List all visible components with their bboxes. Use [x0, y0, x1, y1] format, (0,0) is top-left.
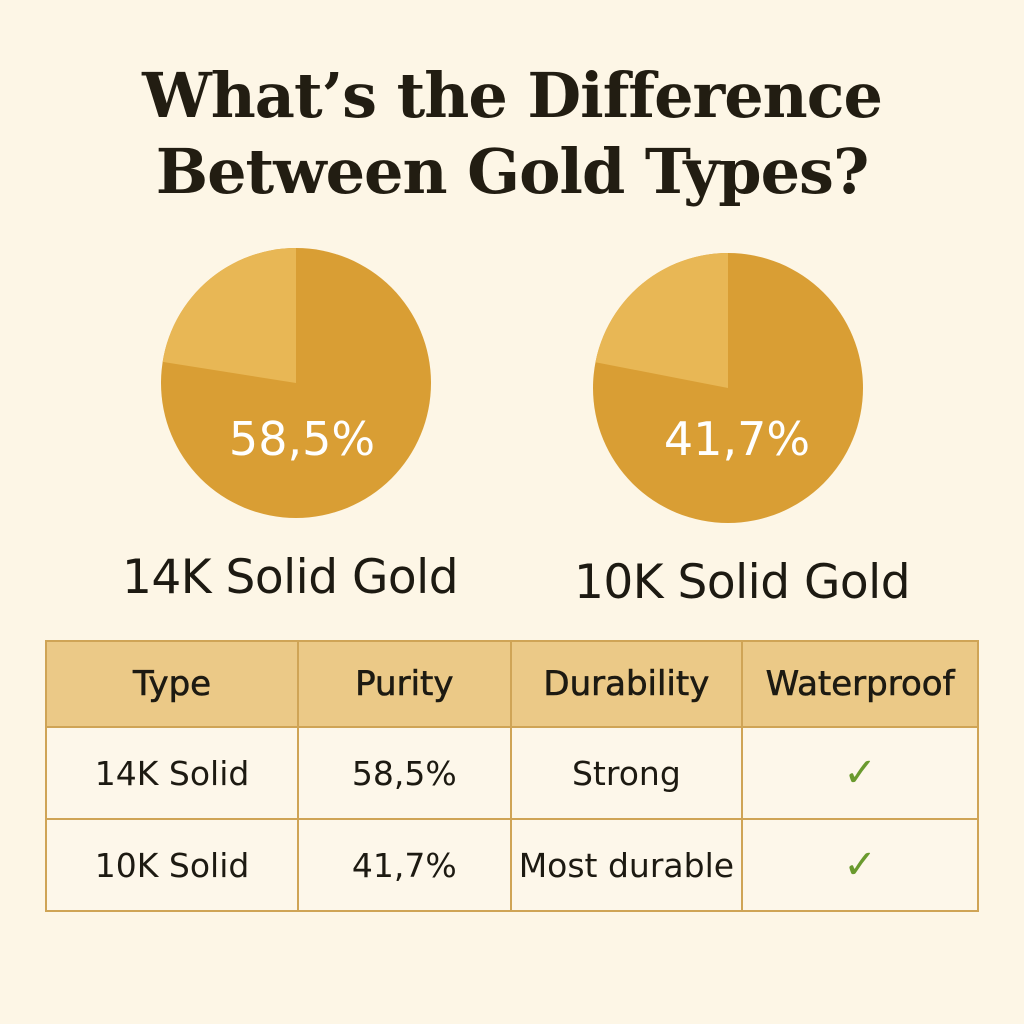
pie-charts: 58,5% 41,7% [161, 248, 863, 523]
pie-title-10k: 10K Solid Gold [573, 555, 911, 610]
check-icon: ✓ [843, 842, 877, 888]
cell-type: 10K Solid [44, 818, 300, 912]
header-durability: Durability [509, 640, 744, 728]
header-purity: Purity [297, 640, 512, 728]
cell-durability: Most durable [509, 818, 744, 912]
header-type: Type [44, 640, 300, 728]
title-line-2: Between Gold Types? [155, 135, 870, 208]
pie-value-label: 58,5% [229, 412, 375, 466]
pie-chart-10k: 41,7% [593, 253, 863, 523]
page-title: What’s the Difference Between Gold Types… [0, 58, 1024, 210]
check-icon: ✓ [843, 750, 877, 796]
title-line-1: What’s the Difference [142, 59, 883, 132]
pie-value-label: 41,7% [664, 412, 810, 466]
comparison-table: Type Purity Durability Waterproof 14K So… [44, 640, 979, 912]
cell-purity: 58,5% [297, 726, 512, 820]
cell-purity: 41,7% [297, 818, 512, 912]
cell-type: 14K Solid [44, 726, 300, 820]
pie-title-14k: 14K Solid Gold [121, 550, 459, 605]
table-row: 14K Solid 58,5% Strong ✓ [44, 726, 979, 820]
cell-durability: Strong [509, 726, 744, 820]
cell-waterproof: ✓ [741, 726, 979, 820]
table-row: 10K Solid 41,7% Most durable ✓ [44, 818, 979, 912]
pie-chart-14k: 58,5% [161, 248, 431, 518]
pie-slice-other [595, 253, 728, 388]
header-waterproof: Waterproof [741, 640, 979, 728]
cell-waterproof: ✓ [741, 818, 979, 912]
table-header-row: Type Purity Durability Waterproof [44, 640, 979, 728]
pie-slice-other [162, 248, 296, 383]
